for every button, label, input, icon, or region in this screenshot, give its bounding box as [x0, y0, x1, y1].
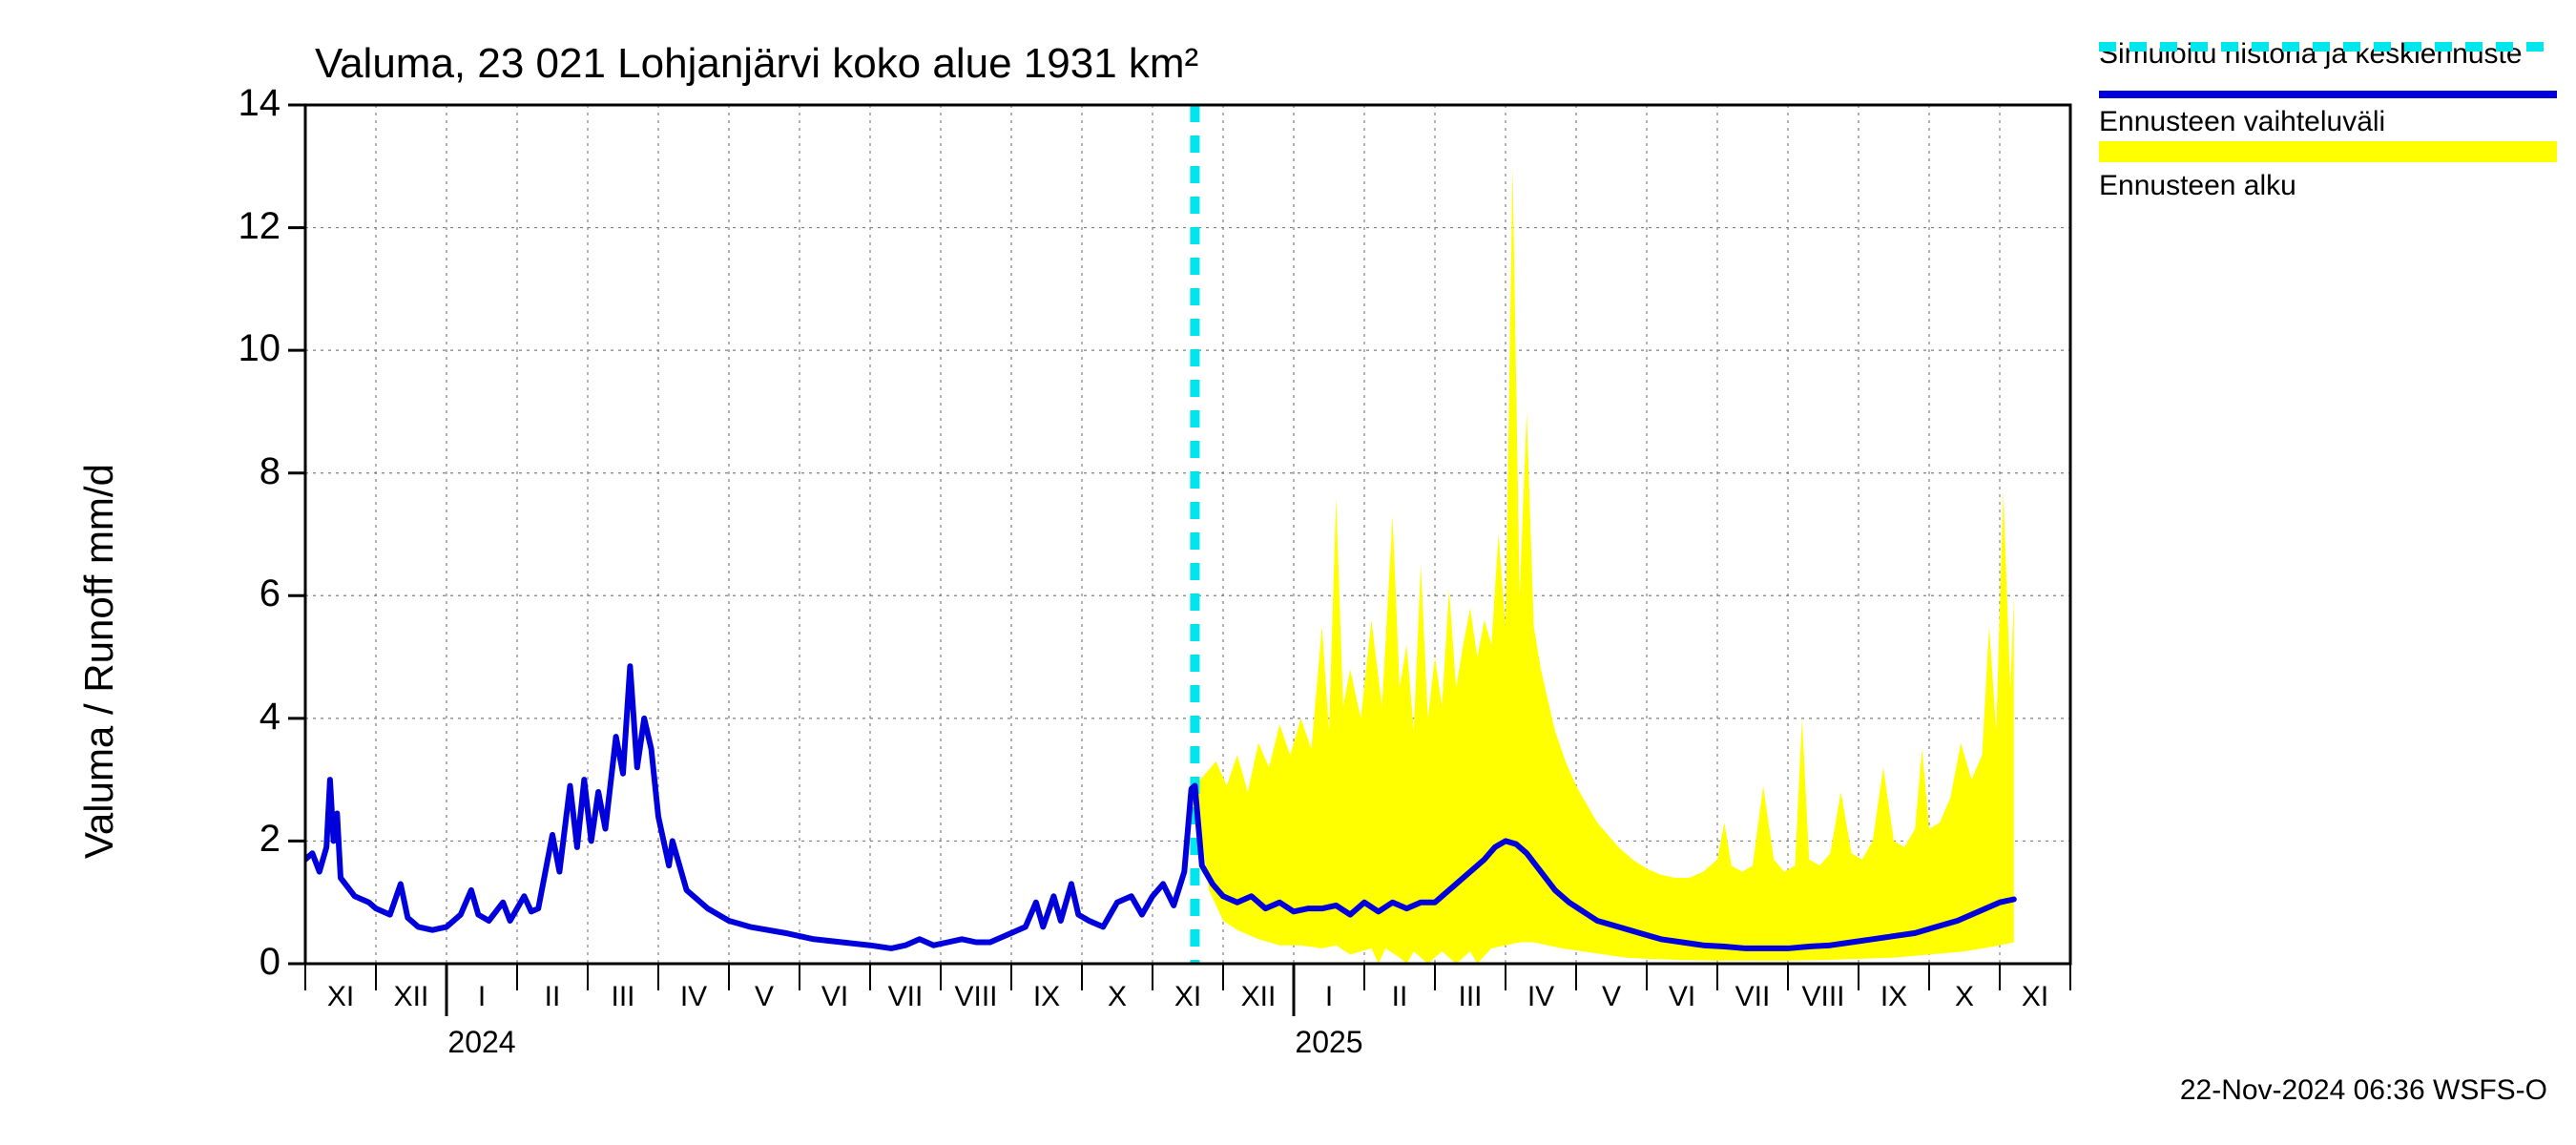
x-tick-label: VIII [947, 981, 1005, 1013]
x-tick-label: IV [1512, 981, 1569, 1013]
y-tick-label: 6 [260, 572, 280, 615]
y-tick-label: 2 [260, 818, 280, 861]
y-tick-label: 14 [239, 82, 281, 125]
x-tick-label: XII [1230, 981, 1287, 1013]
x-tick-label: VI [1653, 981, 1711, 1013]
year-label: 2024 [425, 1025, 539, 1060]
footer-timestamp: 22-Nov-2024 06:36 WSFS-O [2180, 1074, 2547, 1107]
y-tick-label: 4 [260, 696, 280, 739]
chart-container: Valuma, 23 021 Lohjanjärvi koko alue 193… [0, 0, 2576, 1145]
x-tick-label: VII [877, 981, 934, 1013]
x-tick-label: III [1442, 981, 1499, 1013]
x-tick-label: XI [2006, 981, 2064, 1013]
x-tick-label: X [1936, 981, 1993, 1013]
y-tick-label: 0 [260, 941, 280, 984]
y-tick-label: 8 [260, 450, 280, 493]
x-tick-label: XI [1159, 981, 1216, 1013]
x-tick-label: VIII [1795, 981, 1852, 1013]
x-tick-label: VII [1724, 981, 1781, 1013]
x-tick-label: VI [806, 981, 863, 1013]
x-tick-label: XII [383, 981, 440, 1013]
legend-label: Ennusteen alku [2099, 170, 2557, 201]
x-tick-label: II [1371, 981, 1428, 1013]
x-tick-label: I [453, 981, 510, 1013]
x-tick-label: X [1089, 981, 1146, 1013]
x-tick-label: IX [1018, 981, 1075, 1013]
legend-swatch-dash [2099, 205, 2557, 222]
x-tick-label: III [594, 981, 652, 1013]
legend-item-band: Ennusteen vaihteluväli [2099, 106, 2557, 162]
legend-item-forecast-start: Ennusteen alku [2099, 170, 2557, 222]
year-label: 2025 [1272, 1025, 1386, 1060]
legend-swatch-line [2099, 73, 2557, 98]
x-tick-label: I [1300, 981, 1358, 1013]
x-tick-label: V [736, 981, 793, 1013]
y-tick-label: 12 [239, 205, 281, 248]
y-tick-label: 10 [239, 327, 281, 370]
x-tick-label: II [524, 981, 581, 1013]
legend: Simuloitu historia ja keskiennuste Ennus… [2099, 38, 2557, 230]
x-tick-label: IX [1865, 981, 1922, 1013]
x-tick-label: V [1583, 981, 1640, 1013]
legend-swatch-fill [2099, 141, 2557, 162]
legend-label: Ennusteen vaihteluväli [2099, 106, 2557, 137]
x-tick-label: XI [312, 981, 369, 1013]
x-tick-label: IV [665, 981, 722, 1013]
